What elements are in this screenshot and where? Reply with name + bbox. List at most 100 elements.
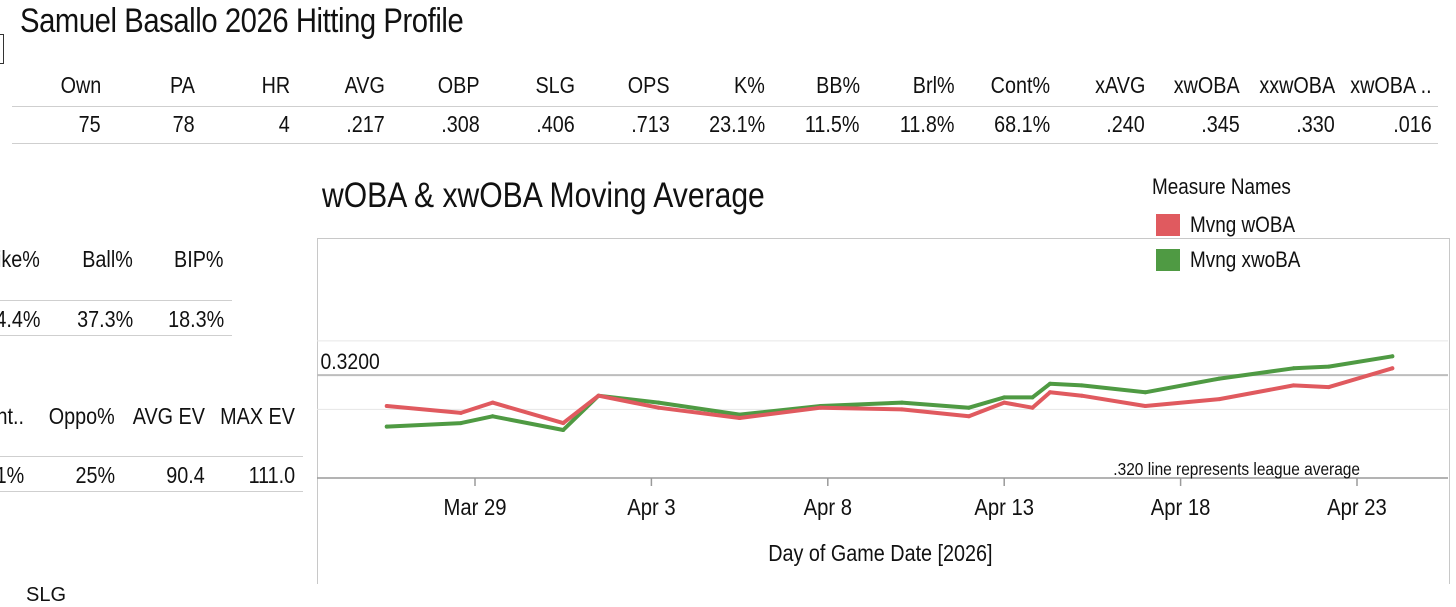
stats-value-cell-3: .217	[340, 111, 385, 138]
batted-table-values: 1% 25% 90.4 111.0	[0, 462, 303, 492]
pitch-table-divider	[0, 300, 232, 301]
data-point-woba-2[interactable]	[490, 400, 495, 405]
stats-header-cell-9: Brl%	[906, 72, 955, 99]
chart-title: wOBA & xwOBA Moving Average	[322, 176, 765, 215]
legend-swatch-woba	[1156, 214, 1180, 236]
stats-value-cell-9: 11.8%	[891, 111, 955, 138]
stats-header-cell-13: xxwOBA	[1247, 72, 1335, 99]
stats-header-cell-text: OPS	[628, 72, 670, 98]
data-point-xwoba-15[interactable]	[1217, 376, 1222, 381]
stats-header-cell-3: AVG	[338, 72, 385, 99]
x-tick-label-5: Apr 23	[1327, 494, 1387, 521]
data-point-xwoba-11[interactable]	[1030, 395, 1035, 400]
batted-table-bottom	[0, 491, 303, 492]
batted-value-cell-0: 1%	[0, 462, 24, 489]
stats-header-cell-text: HR	[261, 72, 290, 98]
pitch-header-cell-2: BIP%	[166, 246, 224, 273]
data-point-woba-10[interactable]	[1002, 400, 1007, 405]
data-point-woba-14[interactable]	[1143, 404, 1148, 408]
legend-title: Measure Names	[1152, 174, 1291, 199]
stats-value-cell-text: .240	[1106, 111, 1145, 137]
data-point-woba-17[interactable]	[1326, 385, 1331, 390]
stats-header-cell-text: Brl%	[913, 72, 955, 98]
stats-header-cell-text: xwOBA	[1174, 72, 1240, 98]
stats-value-cell-7: 23.1%	[700, 111, 765, 138]
legend-swatch-xwoba	[1156, 249, 1180, 271]
stats-header-cell-14: xwOBA ..	[1337, 72, 1432, 99]
data-point-woba-11[interactable]	[1030, 405, 1035, 410]
data-point-xwoba-9[interactable]	[966, 405, 971, 410]
data-point-xwoba-18[interactable]	[1390, 354, 1395, 359]
data-point-xwoba-12[interactable]	[1048, 381, 1053, 386]
data-point-xwoba-5[interactable]	[656, 400, 661, 405]
stats-header-cell-11: xAVG	[1087, 72, 1145, 99]
pitch-header-cell-1: Ball%	[74, 246, 133, 273]
stats-value-row: 75 78 4 .217 .308 .406 .713 23.1% 11.5% 11.8% 68.1…	[12, 107, 1438, 144]
stats-value-cell-2: 4	[277, 111, 290, 138]
data-point-woba-18[interactable]	[1390, 366, 1395, 371]
data-point-xwoba-14[interactable]	[1143, 390, 1148, 395]
data-point-xwoba-2[interactable]	[490, 414, 495, 419]
stats-value-cell-text: .406	[536, 111, 575, 137]
data-point-xwoba-6[interactable]	[737, 412, 742, 417]
data-point-woba-0[interactable]	[384, 404, 389, 408]
data-point-xwoba-16[interactable]	[1291, 366, 1296, 371]
x-tick-label-3: Apr 13	[974, 494, 1034, 521]
stats-value-cell-text: .308	[441, 111, 480, 137]
stats-header-cell-text: PA	[170, 72, 195, 98]
data-point-woba-15[interactable]	[1217, 397, 1222, 402]
batted-value-cell-text: 90.4	[166, 462, 205, 488]
data-point-xwoba-8[interactable]	[899, 400, 904, 405]
pitch-header-cell-text: BIP%	[174, 246, 224, 272]
stats-value-cell-12: .345	[1195, 111, 1240, 138]
data-point-woba-3[interactable]	[561, 421, 566, 426]
stats-header-cell-8: BB%	[809, 72, 860, 99]
x-axis-title-text: Day of Game Date [2026]	[767, 540, 993, 566]
pitch-value-cell-text: 37.3%	[76, 306, 133, 332]
x-tick-label-2: Apr 8	[804, 494, 852, 521]
stats-value-cell-text: 68.1%	[993, 111, 1050, 137]
data-point-xwoba-3[interactable]	[561, 428, 566, 432]
stats-value-cell-text: 4	[278, 111, 290, 137]
stats-header-cell-text: OBP	[438, 72, 480, 98]
batted-header-cell-3: MAX EV	[208, 403, 295, 430]
page-title: Samuel Basallo 2026 Hitting Profile	[20, 2, 464, 40]
pitch-table-values: 4.4% 37.3% 18.3%	[0, 306, 232, 336]
x-tick-label-4: Apr 18	[1151, 494, 1211, 521]
batted-header-cell-0: ht..	[0, 403, 24, 430]
data-point-woba-6[interactable]	[737, 416, 742, 420]
data-point-woba-9[interactable]	[966, 414, 971, 419]
data-point-woba-13[interactable]	[1079, 393, 1084, 398]
data-point-woba-12[interactable]	[1048, 390, 1053, 395]
data-point-woba-7[interactable]	[818, 405, 823, 410]
data-point-woba-16[interactable]	[1291, 383, 1296, 388]
data-point-woba-1[interactable]	[458, 410, 463, 415]
batted-value-cell-2: 90.4	[160, 462, 205, 489]
stats-value-cell-13: .330	[1290, 111, 1335, 138]
stats-value-cell-text: .345	[1201, 111, 1240, 137]
data-point-woba-8[interactable]	[899, 407, 904, 412]
stats-header-row: Own PA HR AVG OBP SLG OPS K% BB% Brl% Cont% xAVG xwO…	[12, 66, 1438, 107]
stats-value-cell-1: 78	[169, 111, 195, 138]
panel-corner-mark	[0, 34, 4, 64]
stats-value-cell-text: 78	[172, 111, 195, 137]
stats-value-cell-text: 23.1%	[708, 111, 765, 137]
stats-value-cell-14: .016	[1387, 111, 1432, 138]
stats-value-cell-5: .406	[530, 111, 575, 138]
stats-header-cell-5: SLG	[529, 72, 575, 99]
data-point-xwoba-10[interactable]	[1002, 395, 1007, 400]
data-point-woba-4[interactable]	[596, 393, 601, 398]
stats-header-cell-1: PA	[166, 72, 195, 99]
stats-header-cell-6: OPS	[621, 72, 670, 99]
data-point-xwoba-17[interactable]	[1326, 364, 1331, 369]
stats-value-cell-text: 11.8%	[900, 111, 955, 137]
data-point-woba-5[interactable]	[656, 405, 661, 410]
data-point-xwoba-1[interactable]	[458, 421, 463, 426]
batted-header-cell-1: Oppo%	[38, 403, 115, 430]
data-point-xwoba-13[interactable]	[1079, 383, 1084, 388]
pitch-table-bottom	[0, 335, 232, 336]
stats-header-cell-2: HR	[257, 72, 290, 99]
data-point-xwoba-0[interactable]	[384, 424, 389, 429]
x-axis-title: Day of Game Date [2026]	[720, 540, 1040, 567]
stats-header-cell-7: K%	[729, 72, 765, 99]
